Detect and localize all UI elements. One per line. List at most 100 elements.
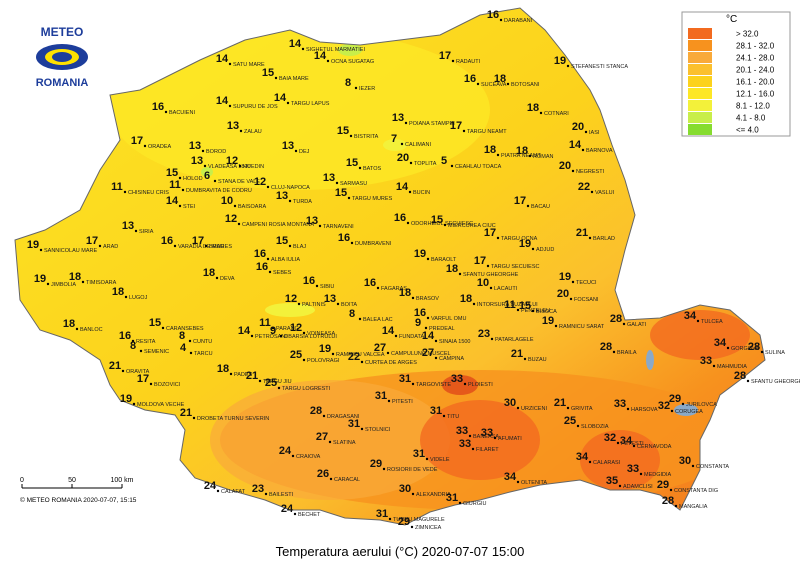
legend-label: 16.1 - 20.0 bbox=[736, 78, 775, 87]
station-dot bbox=[271, 326, 275, 330]
station-value: 19 bbox=[554, 55, 566, 67]
station-dot bbox=[496, 153, 500, 157]
legend-label: 24.1 - 28.0 bbox=[736, 54, 775, 63]
station-value: 8 bbox=[179, 330, 185, 342]
station-name: TARGU SECUIESC bbox=[491, 264, 540, 270]
station-dot bbox=[335, 181, 339, 185]
station-name: BARNOVA bbox=[586, 148, 613, 154]
legend-label: 4.1 - 8.0 bbox=[736, 114, 766, 123]
station-dot bbox=[411, 492, 415, 496]
station-name: OCNA SUGATAG bbox=[331, 59, 374, 65]
station-dot bbox=[406, 221, 410, 225]
station-name: TURNU MAGURELE bbox=[393, 517, 445, 523]
legend-label: 12.1 - 16.0 bbox=[736, 90, 775, 99]
station-name: PITESTI bbox=[392, 399, 413, 405]
station-value: 13 bbox=[306, 215, 318, 227]
station-value: 23 bbox=[252, 483, 264, 495]
station-name: RAMNICU VALCEA bbox=[336, 352, 385, 358]
station-value: 29 bbox=[398, 516, 410, 528]
station-value: 27 bbox=[316, 431, 328, 443]
station-name: TECUCI bbox=[576, 280, 597, 286]
station-name: TIMISOARA bbox=[86, 280, 117, 286]
station-name: TOPLITA bbox=[414, 161, 437, 167]
station-dot bbox=[376, 286, 380, 290]
station-value: 25 bbox=[290, 349, 302, 361]
station-dot bbox=[569, 297, 573, 301]
scale-label: 50 bbox=[68, 477, 76, 484]
legend-swatch bbox=[688, 112, 712, 123]
station-dot bbox=[476, 82, 480, 86]
station-value: 11 bbox=[111, 181, 123, 193]
station-value: 28 bbox=[600, 341, 612, 353]
station-value: 27 bbox=[422, 347, 434, 359]
station-name: BAIA MARE bbox=[279, 76, 309, 82]
station-dot bbox=[581, 148, 585, 152]
station-value: 16 bbox=[256, 261, 268, 273]
station-value: 22 bbox=[348, 351, 360, 363]
station-dot bbox=[409, 161, 413, 165]
station-value: 33 bbox=[700, 355, 712, 367]
station-dot bbox=[326, 59, 330, 63]
station-value: 13 bbox=[324, 293, 336, 305]
station-name: CONSTANTA bbox=[696, 464, 729, 470]
station-name: CAMPULUNG MUSCEL bbox=[391, 351, 451, 357]
station-name: ALBA IULIA bbox=[271, 257, 300, 263]
station-value: 34 bbox=[620, 435, 633, 447]
station-dot bbox=[266, 257, 270, 261]
station-value: 24 bbox=[281, 503, 294, 515]
station-value: 19 bbox=[319, 343, 331, 355]
station-value: 13 bbox=[392, 112, 404, 124]
legend-label: 8.1 - 12.0 bbox=[736, 102, 770, 111]
station-dot bbox=[268, 270, 272, 274]
station-dot bbox=[639, 472, 643, 476]
station-dot bbox=[590, 190, 594, 194]
station-name: CUNTU bbox=[193, 339, 212, 345]
legend-label: 20.1 - 24.0 bbox=[736, 66, 775, 75]
station-value: 33 bbox=[627, 463, 639, 475]
station-value: 24 bbox=[204, 480, 217, 492]
station-dot bbox=[216, 489, 220, 493]
station-dot bbox=[411, 296, 415, 300]
station-dot bbox=[404, 121, 408, 125]
station-value: 12 bbox=[225, 213, 237, 225]
station-value: 6 bbox=[204, 170, 210, 182]
station-dot bbox=[294, 149, 298, 153]
station-dot bbox=[75, 327, 79, 331]
station-dot bbox=[329, 477, 333, 481]
station-value: 16 bbox=[364, 277, 376, 289]
station-value: 34 bbox=[576, 451, 589, 463]
station-value: 9 bbox=[270, 325, 276, 337]
station-name: OLTENITA bbox=[521, 480, 547, 486]
station-name: SIBIU bbox=[320, 284, 334, 290]
station-name: NEGRESTI bbox=[576, 169, 605, 175]
station-name: PATARLAGELE bbox=[495, 337, 534, 343]
station-value: 28 bbox=[610, 313, 622, 325]
legend-label: 28.1 - 32.0 bbox=[736, 42, 775, 51]
station-dot bbox=[489, 286, 493, 290]
station-name: SUCEAVA bbox=[481, 82, 507, 88]
station-name: TARNAVENI bbox=[323, 224, 354, 230]
station-dot bbox=[746, 379, 750, 383]
station-dot bbox=[139, 349, 143, 353]
station-value: 14 bbox=[216, 53, 229, 65]
legend-label: > 32.0 bbox=[736, 30, 759, 39]
station-dot bbox=[233, 204, 237, 208]
station-dot bbox=[450, 164, 454, 168]
station-name: CLUJ-NAPOCA bbox=[271, 185, 310, 191]
station-dot bbox=[173, 244, 177, 248]
station-name: BUCIN bbox=[413, 190, 430, 196]
station-dot bbox=[584, 130, 588, 134]
station-name: ZIMNICEA bbox=[415, 525, 442, 531]
station-value: 17 bbox=[474, 255, 486, 267]
station-name: TARCU bbox=[194, 351, 213, 357]
station-dot bbox=[286, 101, 290, 105]
station-dot bbox=[347, 196, 351, 200]
station-dot bbox=[228, 104, 232, 108]
station-name: BECHET bbox=[298, 512, 321, 518]
station-dot bbox=[523, 357, 527, 361]
station-dot bbox=[123, 190, 127, 194]
station-value: 16 bbox=[161, 235, 173, 247]
station-name: ZALAU bbox=[244, 129, 262, 135]
station-name: PETROSANI bbox=[255, 334, 287, 340]
station-name: FILARET bbox=[476, 447, 499, 453]
